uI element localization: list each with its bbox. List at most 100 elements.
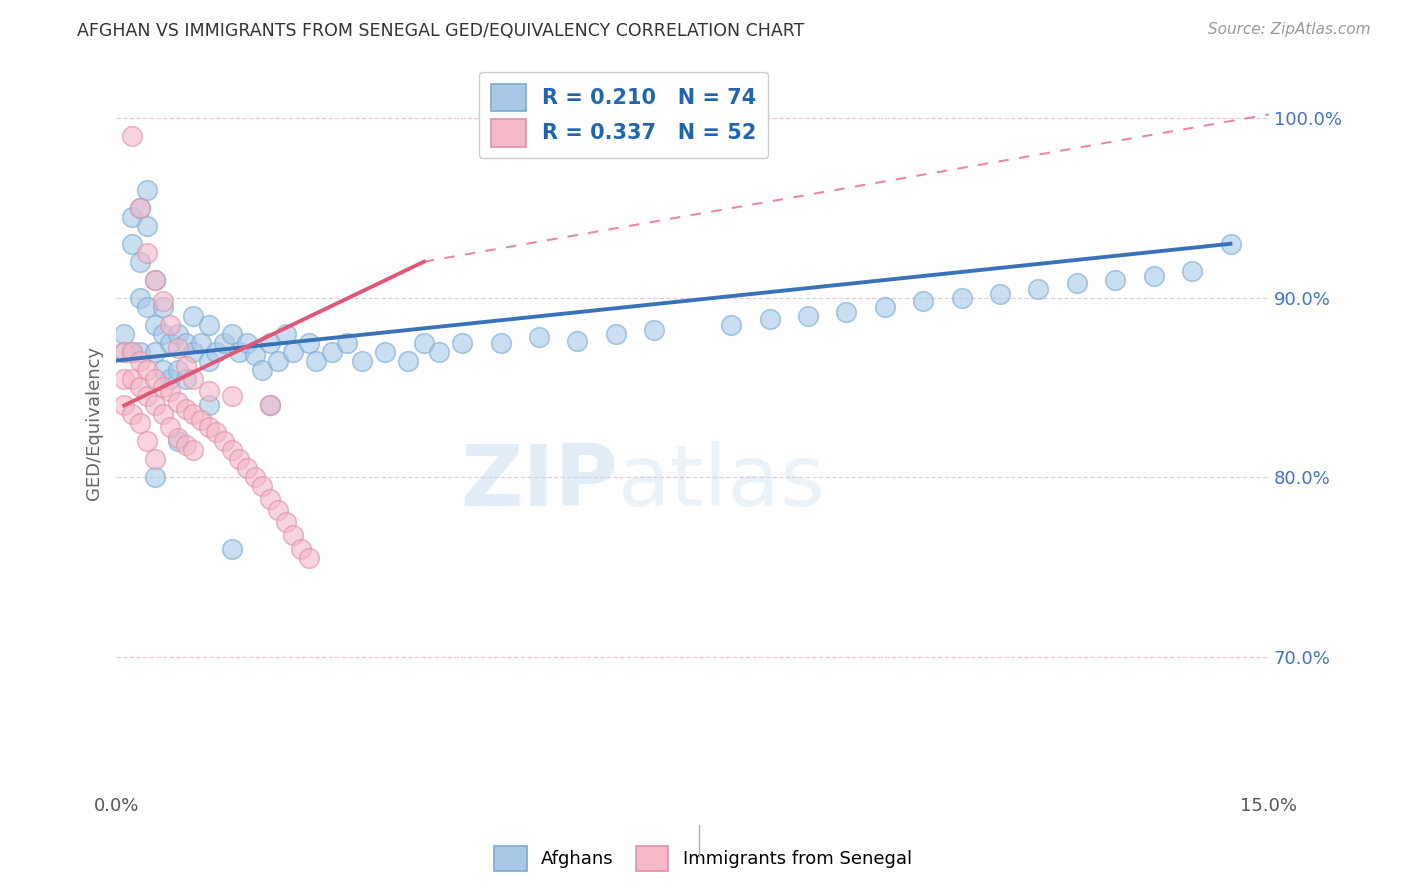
Point — [112, 344, 135, 359]
Point — [205, 344, 228, 359]
Point — [152, 380, 174, 394]
Point — [121, 344, 143, 359]
Point — [181, 371, 204, 385]
Point — [197, 399, 219, 413]
Point — [259, 399, 281, 413]
Point — [643, 323, 665, 337]
Text: atlas: atlas — [617, 441, 825, 524]
Point — [112, 326, 135, 341]
Point — [243, 348, 266, 362]
Point — [181, 408, 204, 422]
Point — [451, 335, 474, 350]
Point — [290, 542, 312, 557]
Point — [152, 294, 174, 309]
Point — [412, 335, 434, 350]
Point — [1028, 282, 1050, 296]
Point — [252, 362, 274, 376]
Point — [274, 515, 297, 529]
Point — [174, 359, 197, 373]
Point — [143, 273, 166, 287]
Point — [228, 344, 250, 359]
Point — [259, 335, 281, 350]
Point — [190, 335, 212, 350]
Point — [374, 344, 396, 359]
Point — [143, 452, 166, 467]
Point — [121, 236, 143, 251]
Point — [174, 335, 197, 350]
Point — [136, 434, 159, 449]
Point — [283, 528, 305, 542]
Point — [121, 371, 143, 385]
Point — [121, 408, 143, 422]
Point — [950, 291, 973, 305]
Point — [236, 335, 259, 350]
Point — [205, 425, 228, 440]
Point — [136, 183, 159, 197]
Point — [212, 335, 235, 350]
Point — [128, 380, 150, 394]
Point — [988, 287, 1011, 301]
Point — [152, 300, 174, 314]
Point — [167, 326, 190, 341]
Text: AFGHAN VS IMMIGRANTS FROM SENEGAL GED/EQUIVALENCY CORRELATION CHART: AFGHAN VS IMMIGRANTS FROM SENEGAL GED/EQ… — [77, 22, 804, 40]
Point — [167, 431, 190, 445]
Point — [352, 353, 374, 368]
Legend: Afghans, Immigrants from Senegal: Afghans, Immigrants from Senegal — [486, 838, 920, 879]
Point — [197, 318, 219, 332]
Point — [912, 294, 935, 309]
Point — [128, 201, 150, 215]
Text: Source: ZipAtlas.com: Source: ZipAtlas.com — [1208, 22, 1371, 37]
Point — [136, 219, 159, 233]
Point — [159, 318, 181, 332]
Point — [321, 344, 343, 359]
Point — [197, 384, 219, 398]
Point — [398, 353, 420, 368]
Point — [121, 128, 143, 143]
Point — [152, 408, 174, 422]
Point — [720, 318, 742, 332]
Point — [197, 353, 219, 368]
Point — [567, 334, 589, 348]
Point — [221, 542, 243, 557]
Point — [527, 330, 550, 344]
Point — [128, 291, 150, 305]
Point — [128, 201, 150, 215]
Point — [152, 362, 174, 376]
Point — [167, 362, 190, 376]
Point — [167, 395, 190, 409]
Point — [143, 344, 166, 359]
Point — [159, 420, 181, 434]
Point — [283, 344, 305, 359]
Point — [167, 341, 190, 355]
Point — [1104, 273, 1126, 287]
Point — [221, 389, 243, 403]
Point — [1219, 236, 1241, 251]
Point — [143, 470, 166, 484]
Point — [605, 326, 627, 341]
Point — [873, 300, 896, 314]
Point — [159, 335, 181, 350]
Point — [128, 417, 150, 431]
Point — [221, 326, 243, 341]
Point — [143, 273, 166, 287]
Point — [136, 362, 159, 376]
Point — [1143, 269, 1166, 284]
Point — [212, 434, 235, 449]
Point — [112, 399, 135, 413]
Point — [297, 551, 319, 566]
Point — [1181, 263, 1204, 277]
Point — [143, 318, 166, 332]
Point — [274, 326, 297, 341]
Point — [297, 335, 319, 350]
Point — [121, 210, 143, 224]
Point — [143, 371, 166, 385]
Point — [143, 399, 166, 413]
Point — [128, 353, 150, 368]
Point — [136, 245, 159, 260]
Legend: R = 0.210   N = 74, R = 0.337   N = 52: R = 0.210 N = 74, R = 0.337 N = 52 — [479, 72, 768, 159]
Text: ZIP: ZIP — [460, 441, 617, 524]
Point — [128, 344, 150, 359]
Point — [112, 344, 135, 359]
Point — [427, 344, 450, 359]
Point — [305, 353, 328, 368]
